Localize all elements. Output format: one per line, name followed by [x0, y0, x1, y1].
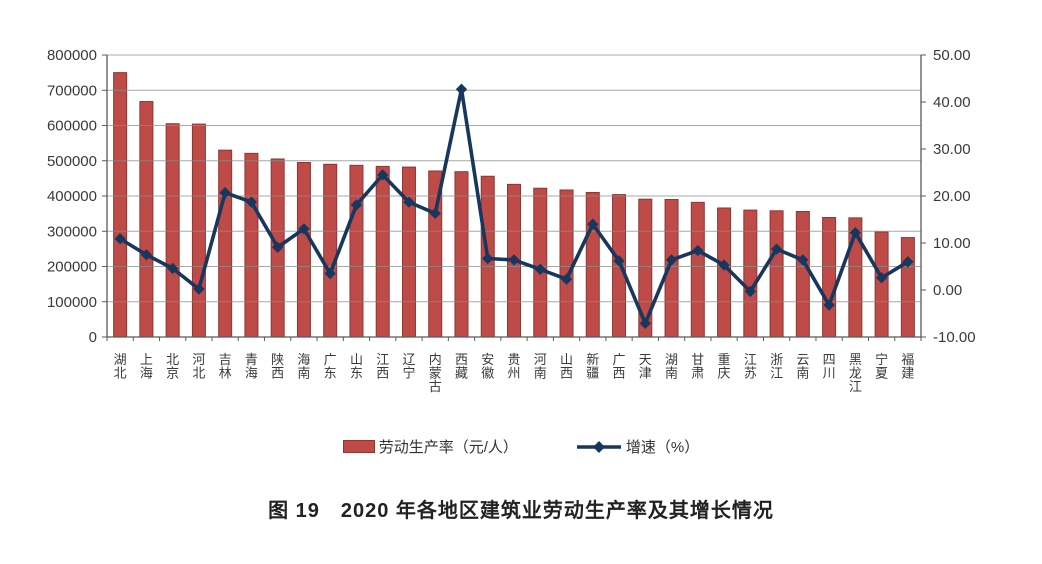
bar-湖北	[113, 72, 128, 338]
combo-chart: 800000 700000 600000 500000 400000 300000 2000…	[47, 47, 976, 394]
x-axis-category-label: 天津	[639, 352, 652, 381]
x-axis-category-label: 江苏	[744, 352, 757, 381]
right-axis-tick-label: 20.00	[933, 188, 971, 205]
x-axis-category-label: 黑龙江	[849, 352, 862, 394]
x-axis-category-label: 江西	[376, 352, 389, 381]
x-axis-category-label: 青海	[245, 352, 258, 381]
bar-新疆	[585, 191, 600, 338]
x-axis-category-label: 湖南	[665, 352, 678, 381]
bar-海南	[296, 162, 311, 338]
bar-广东	[323, 163, 338, 338]
left-axis-tick-label: 800000	[47, 47, 97, 64]
x-axis-category-label: 宁夏	[875, 352, 888, 381]
legend-label-productivity: 劳动生产率（元/人）	[378, 439, 518, 456]
bar-吉林	[218, 149, 233, 338]
x-axis-category-label: 山西	[560, 352, 573, 381]
bar-江苏	[743, 209, 758, 338]
x-axis-category-label: 吉林	[219, 352, 232, 381]
bar-北京	[165, 123, 180, 338]
x-axis-category-label: 云南	[796, 352, 809, 381]
figure-caption: 图 19 2020 年各地区建筑业劳动生产率及其增长情况	[268, 500, 774, 522]
right-axis-tick-label: 30.00	[933, 141, 971, 158]
x-axis-category-label: 新疆	[586, 352, 599, 381]
bar-云南	[795, 211, 810, 338]
bar-福建	[900, 237, 915, 338]
x-axis-category-label: 陕西	[271, 352, 284, 381]
right-axis-tick-label: 0.00	[933, 282, 962, 299]
x-axis-category-label: 海南	[297, 352, 310, 381]
x-axis-category-label: 山东	[350, 352, 363, 381]
left-axis-tick-label: 100000	[47, 294, 97, 311]
bar-河南	[533, 187, 548, 338]
line-series-marker-icon	[576, 440, 621, 453]
x-axis-category-label: 广东	[324, 352, 337, 381]
legend-label-growth: 增速（%）	[625, 439, 700, 456]
left-axis-tick-label: 700000	[47, 82, 97, 99]
bar-浙江	[769, 210, 784, 338]
legend-item-productivity: 劳动生产率（元/人）	[342, 436, 518, 457]
x-axis-category-label: 广西	[613, 352, 626, 381]
bar-河北	[191, 123, 206, 338]
x-axis-category-label: 辽宁	[402, 352, 415, 381]
left-axis-tick-label: 400000	[47, 188, 97, 205]
x-axis-category-label: 甘肃	[691, 352, 704, 381]
bar-江西	[375, 165, 390, 338]
x-axis-category-label: 重庆	[718, 352, 731, 381]
x-axis-category-label: 北京	[166, 352, 179, 381]
bar-青海	[244, 152, 259, 338]
legend-item-growth: 增速（%）	[576, 436, 699, 457]
x-axis-category-label: 四川	[823, 352, 836, 381]
left-axis-tick-label: 200000	[47, 259, 97, 276]
x-axis-category-label: 河北	[192, 352, 205, 381]
x-axis-category-label: 福建	[901, 352, 914, 381]
x-axis-category-label: 湖北	[114, 352, 127, 381]
marker-西藏	[455, 83, 468, 95]
right-axis-tick-label: 50.00	[933, 47, 971, 64]
left-axis-tick-label: 500000	[47, 153, 97, 170]
left-axis-tick-label: 0	[89, 329, 97, 346]
chart-legend: 劳动生产率（元/人） 增速（%）	[0, 436, 1042, 457]
bar-山西	[559, 189, 574, 338]
right-axis-tick-label: -10.00	[933, 329, 976, 346]
x-axis-category-label: 贵州	[507, 352, 520, 381]
right-axis-tick-label: 10.00	[933, 235, 971, 252]
x-axis-category-label: 内蒙古	[429, 352, 442, 394]
bar-series-swatch-icon	[342, 440, 375, 453]
bar-宁夏	[874, 231, 889, 338]
x-axis-category-label: 上海	[140, 352, 153, 381]
x-axis-category-label: 河南	[534, 352, 547, 381]
bar-重庆	[717, 207, 732, 338]
x-axis-category-label: 安徽	[481, 352, 494, 381]
x-axis-category-label: 浙江	[770, 352, 783, 381]
right-axis-tick-label: 40.00	[933, 94, 971, 111]
left-axis-tick-label: 600000	[47, 118, 97, 135]
x-axis-category-label: 西藏	[455, 352, 468, 381]
bar-山东	[349, 164, 364, 338]
bar-四川	[822, 217, 837, 338]
left-axis-tick-label: 300000	[47, 223, 97, 240]
bar-辽宁	[401, 166, 416, 338]
bar-甘肃	[690, 201, 705, 338]
